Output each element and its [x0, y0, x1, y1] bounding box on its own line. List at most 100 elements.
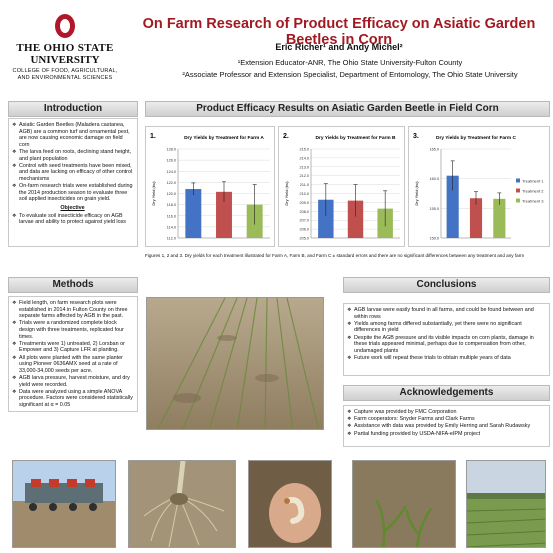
conclusions-bullet: Yields among farms differed substantiall…: [347, 321, 545, 334]
objective-title: Objective: [60, 204, 85, 211]
chart-tick-label: 209.0: [299, 201, 309, 205]
chart-title: Dry Yields by Treatment for Farm C: [436, 135, 517, 141]
chart-title: Dry Yields by Treatment for Farm B: [316, 135, 397, 141]
emerging-corn-photo: [352, 460, 456, 548]
conclusions-box: AGB larvae were easily found in all farm…: [343, 303, 550, 376]
poster-authors: Eric Richer¹ and Andy Michel²: [275, 42, 403, 52]
methods-bullet: Treatments were 1) untreated, 2) Lorsban…: [12, 341, 133, 354]
methods-box: Field length, on farm research plots wer…: [8, 296, 138, 412]
methods-bullet: AGB larva pressure, harvest moisture, an…: [12, 375, 133, 388]
logo-text-line2: UNIVERSITY: [30, 54, 100, 66]
chart-tick-label: 150.0: [429, 237, 439, 241]
chart-tick-label: 205.0: [299, 237, 309, 241]
chart-tick-label: 122.0: [166, 181, 176, 185]
chart-tick-label: 214.0: [299, 156, 309, 160]
legend-swatch: [516, 198, 520, 203]
chart-tick-label: 211.0: [300, 183, 309, 187]
chart-farm-c-panel: 3. Dry Yields by Treatment for Farm C Dry …: [408, 126, 550, 247]
introduction-box: Asiatic Garden Beetles (Maladera castane…: [8, 118, 138, 247]
chart-tick-label: 206.0: [299, 228, 309, 232]
chart-tick-label: 160.0: [429, 177, 439, 181]
chart-tick-label: 210.0: [299, 192, 309, 196]
chart-tick-label: 212.0: [299, 174, 309, 178]
chart-number: 2.: [283, 133, 289, 140]
conclusions-bullet: Future work will repeat these trials to …: [347, 355, 545, 362]
chart-bar: [347, 200, 364, 238]
chart-farm-c: 3. Dry Yields by Treatment for Farm C Dry …: [413, 133, 544, 241]
chart-tick-label: 165.0: [429, 148, 439, 152]
chart-tick-label: 213.0: [299, 165, 309, 169]
chart-farm-a: 1. Dry Yields by Treatment for Farm A Dry …: [150, 133, 270, 241]
chart-farm-b: 2. Dry Yields by Treatment for Farm B Dry …: [283, 133, 400, 241]
conclusions-bullet: AGB larvae were easily found in all farm…: [347, 307, 545, 320]
chart-tick-label: 126.0: [166, 159, 176, 163]
legend-swatch: [516, 188, 520, 193]
methods-bullet: Data were analyzed using a simple ANOVA …: [12, 389, 133, 409]
logo-text-line1: THE OHIO STATE: [16, 42, 114, 54]
affiliation-1: ¹Extension Educator-ANR, The Ohio State …: [237, 58, 463, 67]
planter-photo: [12, 460, 116, 548]
chart-tick-label: 116.0: [167, 214, 176, 218]
chart-tick-label: 114.0: [167, 225, 176, 229]
chart-tick-label: 155.0: [429, 207, 439, 211]
introduction-heading: Introduction: [8, 101, 138, 117]
introduction-bullet: The larva feed on roots, declining stand…: [12, 149, 133, 162]
chart-bar: [216, 191, 232, 238]
chart-title: Dry Yields by Treatment for Farm A: [184, 135, 264, 141]
legend-label: Treatment 2: [522, 189, 544, 194]
chart-tick-label: 124.0: [166, 170, 176, 174]
introduction-bullet: On-farm research trials were established…: [12, 183, 133, 203]
conclusions-list: AGB larvae were easily found in all farm…: [347, 307, 545, 362]
objective-list: To evaluate soil insecticide efficacy on…: [12, 213, 133, 226]
chart-ylabel: Dry Yield (bu): [151, 181, 156, 206]
chart-bar: [469, 198, 483, 238]
corn-field-photo: [466, 460, 546, 548]
chart-tick-label: 208.0: [299, 210, 309, 214]
chart-tick-label: 128.0: [166, 148, 176, 152]
acknowledgements-bullet: Capture was provided by FMC Corporation: [347, 409, 545, 416]
chart-farm-a-panel: 1. Dry Yields by Treatment for Farm A Dry …: [145, 126, 275, 247]
objective-item: To evaluate soil insecticide efficacy on…: [12, 213, 133, 226]
chart-tick-label: 118.0: [167, 203, 176, 207]
chart-ylabel: Dry Yield (bu): [284, 181, 289, 206]
methods-bullet: All plots were planted with the same pla…: [12, 355, 133, 375]
acknowledgements-list: Capture was provided by FMC CorporationF…: [347, 409, 545, 437]
chart-tick-label: 112.0: [167, 237, 176, 241]
chart-bar: [318, 199, 334, 238]
methods-list: Field length, on farm research plots wer…: [12, 300, 133, 408]
ohio-state-logo-icon: [55, 14, 75, 38]
grub-in-hand-photo: [248, 460, 332, 548]
chart-tick-label: 215.0: [299, 148, 309, 152]
conclusions-heading: Conclusions: [343, 277, 550, 293]
chart-farm-b-panel: 2. Dry Yields by Treatment for Farm B Dry …: [278, 126, 405, 247]
legend-swatch: [516, 178, 520, 183]
corn-roots-photo: [128, 460, 236, 548]
chart-ylabel: Dry Yield (bu): [414, 181, 419, 206]
legend-label: Treatment 1: [522, 179, 544, 184]
chart-number: 3.: [413, 133, 419, 140]
acknowledgements-bullet: Partial funding provided by USDA-NIFA-eI…: [347, 431, 545, 438]
logo-college-line1: COLLEGE OF FOOD, AGRICULTURAL,: [12, 68, 118, 74]
field-rows-photo: [146, 297, 324, 430]
chart-bar: [493, 198, 506, 238]
acknowledgements-box: Capture was provided by FMC CorporationF…: [343, 405, 550, 447]
chart-bar: [185, 189, 202, 238]
conclusions-bullet: Despite the AGB pressure and its visible…: [347, 335, 545, 355]
introduction-bullet: Asiatic Garden Beetles (Maladera castane…: [12, 122, 133, 148]
chart-tick-label: 207.0: [299, 219, 309, 223]
methods-heading: Methods: [8, 277, 138, 293]
affiliation-2: ²Associate Professor and Extension Speci…: [182, 70, 518, 79]
acknowledgements-bullet: Assistance with data was provided by Emi…: [347, 423, 545, 430]
results-heading: Product Efficacy Results on Asiatic Gard…: [145, 101, 550, 117]
methods-bullet: Field length, on farm research plots wer…: [12, 300, 133, 320]
acknowledgements-heading: Acknowledgements: [343, 385, 550, 401]
chart-tick-label: 120.0: [166, 192, 176, 196]
introduction-bullet: Control with seed treatments have been m…: [12, 163, 133, 183]
poster-title: On Farm Research of Product Efficacy on …: [142, 16, 536, 48]
figure-caption: Figures 1, 2 and 3. Dry yields for each …: [145, 253, 525, 258]
acknowledgements-bullet: Farm cooperators: Snyder Farms and Clark…: [347, 416, 545, 423]
chart-bar: [446, 175, 459, 238]
introduction-list: Asiatic Garden Beetles (Maladera castane…: [12, 122, 133, 203]
logo-college-name: COLLEGE OF FOOD, AGRICULTURAL, AND ENVIR…: [0, 68, 130, 82]
chart-number: 1.: [150, 133, 156, 140]
